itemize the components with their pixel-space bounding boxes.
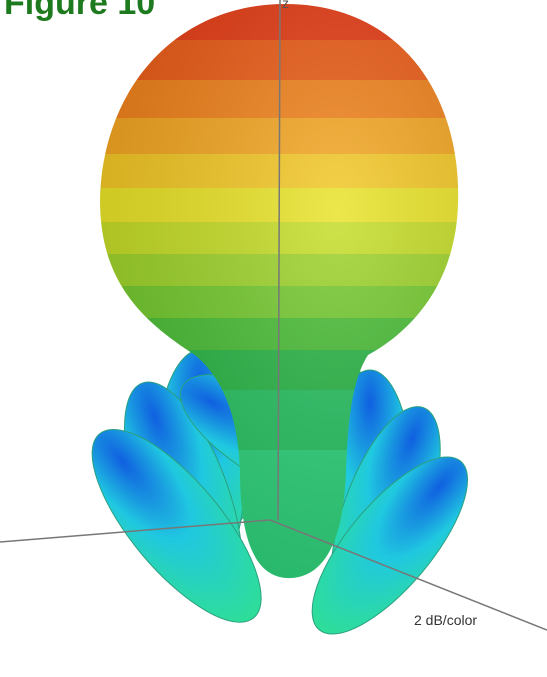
figure-title: Figure 10 — [4, 0, 155, 22]
axes — [0, 0, 547, 631]
scale-note: 2 dB/color — [414, 612, 477, 628]
axis-label: z — [282, 0, 289, 11]
